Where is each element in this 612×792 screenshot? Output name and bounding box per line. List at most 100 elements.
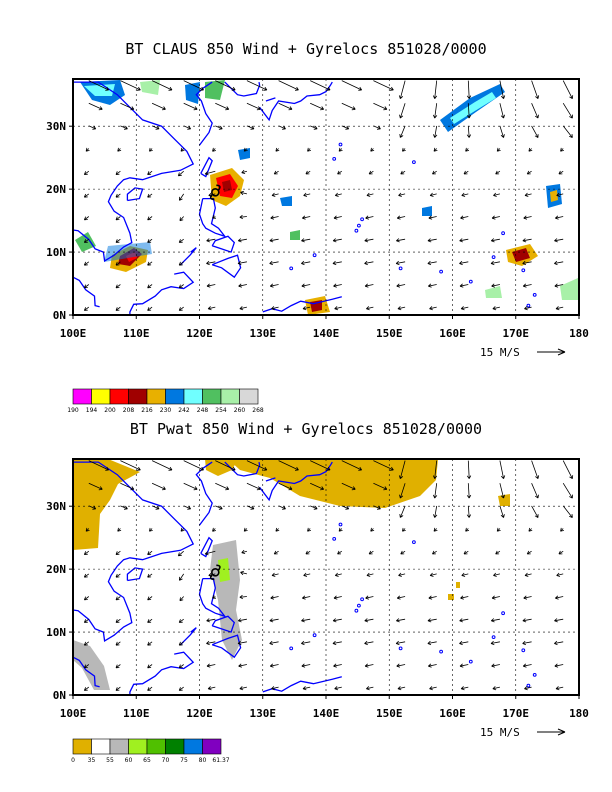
wind-vector bbox=[115, 261, 121, 266]
colorbar-label: 190 bbox=[67, 407, 79, 414]
wind-vector bbox=[465, 147, 470, 152]
wind-vector bbox=[465, 527, 470, 532]
colorbar-swatch bbox=[202, 388, 222, 405]
wind-vector bbox=[307, 147, 312, 152]
wind-vector bbox=[310, 505, 318, 510]
wind-vector bbox=[399, 103, 406, 119]
wind-vector bbox=[368, 550, 374, 555]
wind-vector bbox=[151, 102, 166, 111]
wind-vector bbox=[332, 260, 342, 266]
wind-vector bbox=[554, 640, 564, 646]
wind-vector bbox=[427, 618, 437, 623]
wind-vector bbox=[429, 686, 437, 691]
panel1-coastlines bbox=[73, 81, 537, 315]
wind-vector bbox=[240, 190, 247, 196]
wind-vector bbox=[212, 147, 216, 152]
wind-vector bbox=[523, 215, 532, 220]
wind-vector bbox=[396, 618, 406, 623]
wind-vector bbox=[246, 505, 255, 510]
wind-vector bbox=[341, 125, 350, 130]
wind-vector bbox=[531, 125, 539, 138]
wind-vector bbox=[179, 596, 184, 602]
coastline bbox=[73, 461, 195, 642]
island bbox=[354, 228, 359, 233]
island bbox=[412, 160, 416, 165]
wind-vector bbox=[341, 505, 350, 510]
wind-vector bbox=[215, 482, 230, 491]
wind-vector bbox=[334, 572, 342, 577]
wind-vector bbox=[238, 663, 247, 668]
wind-vector bbox=[555, 306, 564, 311]
coastline bbox=[126, 567, 144, 582]
coastline bbox=[200, 536, 213, 558]
wind-vector bbox=[522, 640, 532, 646]
coastline bbox=[198, 577, 227, 618]
wind-vector bbox=[179, 216, 184, 222]
wind-vector bbox=[147, 573, 153, 578]
wind-vector bbox=[428, 215, 437, 220]
wind-vector bbox=[115, 238, 121, 243]
wind-vector bbox=[460, 306, 469, 311]
colorbar-label: 268 bbox=[252, 407, 264, 414]
wind-vector bbox=[147, 284, 153, 289]
wind-vector bbox=[273, 550, 279, 555]
wind-vector bbox=[178, 284, 184, 289]
wind-vector bbox=[332, 640, 342, 646]
wind-vector bbox=[429, 192, 437, 197]
wind-vector bbox=[364, 663, 374, 668]
y-tick-label: 0N bbox=[53, 309, 66, 322]
wind-vector bbox=[562, 460, 574, 480]
wind-vector bbox=[338, 147, 343, 152]
wind-vector bbox=[396, 215, 406, 220]
wind-vector bbox=[370, 147, 375, 152]
coastline bbox=[265, 477, 276, 482]
wind-vector bbox=[528, 527, 533, 532]
wind-vector bbox=[399, 125, 406, 138]
x-tick-label: 160E bbox=[439, 707, 466, 720]
typhoon-arm-icon bbox=[216, 184, 221, 191]
wind-vector bbox=[493, 572, 500, 577]
panel1-map bbox=[73, 79, 579, 315]
colorbar-label: 254 bbox=[215, 407, 227, 414]
colorbar-swatch bbox=[220, 388, 240, 405]
x-tick-label: 180 bbox=[569, 707, 589, 720]
wind-vector bbox=[215, 505, 223, 510]
wind-vector bbox=[460, 215, 469, 220]
wind-vector bbox=[178, 261, 184, 266]
panel1-wind-vectors bbox=[83, 80, 574, 311]
island bbox=[521, 268, 526, 273]
panel2-ref-vector: 15 M/S bbox=[480, 726, 566, 739]
wind-vector bbox=[246, 102, 261, 111]
x-tick-label: 120E bbox=[186, 327, 213, 340]
colorbar-swatch bbox=[146, 738, 166, 755]
wind-vector bbox=[334, 686, 342, 691]
colorbar-label: 242 bbox=[178, 407, 190, 414]
wind-vector bbox=[522, 238, 532, 243]
wind-vector bbox=[238, 283, 247, 288]
wind-vector bbox=[366, 572, 374, 577]
coastline bbox=[224, 461, 261, 477]
wind-vector bbox=[243, 527, 248, 532]
coastline bbox=[73, 81, 195, 262]
panel2-x-ticks: 100E 110E 120E 130E 140E 150E 160E 170E 180 bbox=[60, 695, 589, 720]
wind-vector bbox=[364, 260, 374, 266]
wind-vector bbox=[307, 527, 312, 532]
typhoon-arm-icon bbox=[209, 573, 215, 581]
wind-vector bbox=[206, 283, 216, 288]
wind-vector bbox=[271, 686, 279, 691]
wind-vector bbox=[556, 572, 564, 577]
wind-vector bbox=[400, 170, 406, 175]
wind-vector bbox=[85, 147, 90, 152]
wind-vector bbox=[496, 147, 501, 152]
island bbox=[398, 266, 403, 271]
colorbar-swatch bbox=[165, 738, 185, 755]
wind-vector bbox=[373, 482, 388, 491]
panel2-map bbox=[73, 459, 579, 695]
colorbar-label: 194 bbox=[86, 407, 98, 414]
coastline bbox=[180, 247, 197, 266]
wind-vector bbox=[278, 460, 299, 471]
wind-vector bbox=[432, 80, 438, 99]
wind-vector bbox=[83, 686, 90, 691]
wind-vector bbox=[310, 482, 325, 491]
wind-vector bbox=[466, 80, 472, 99]
